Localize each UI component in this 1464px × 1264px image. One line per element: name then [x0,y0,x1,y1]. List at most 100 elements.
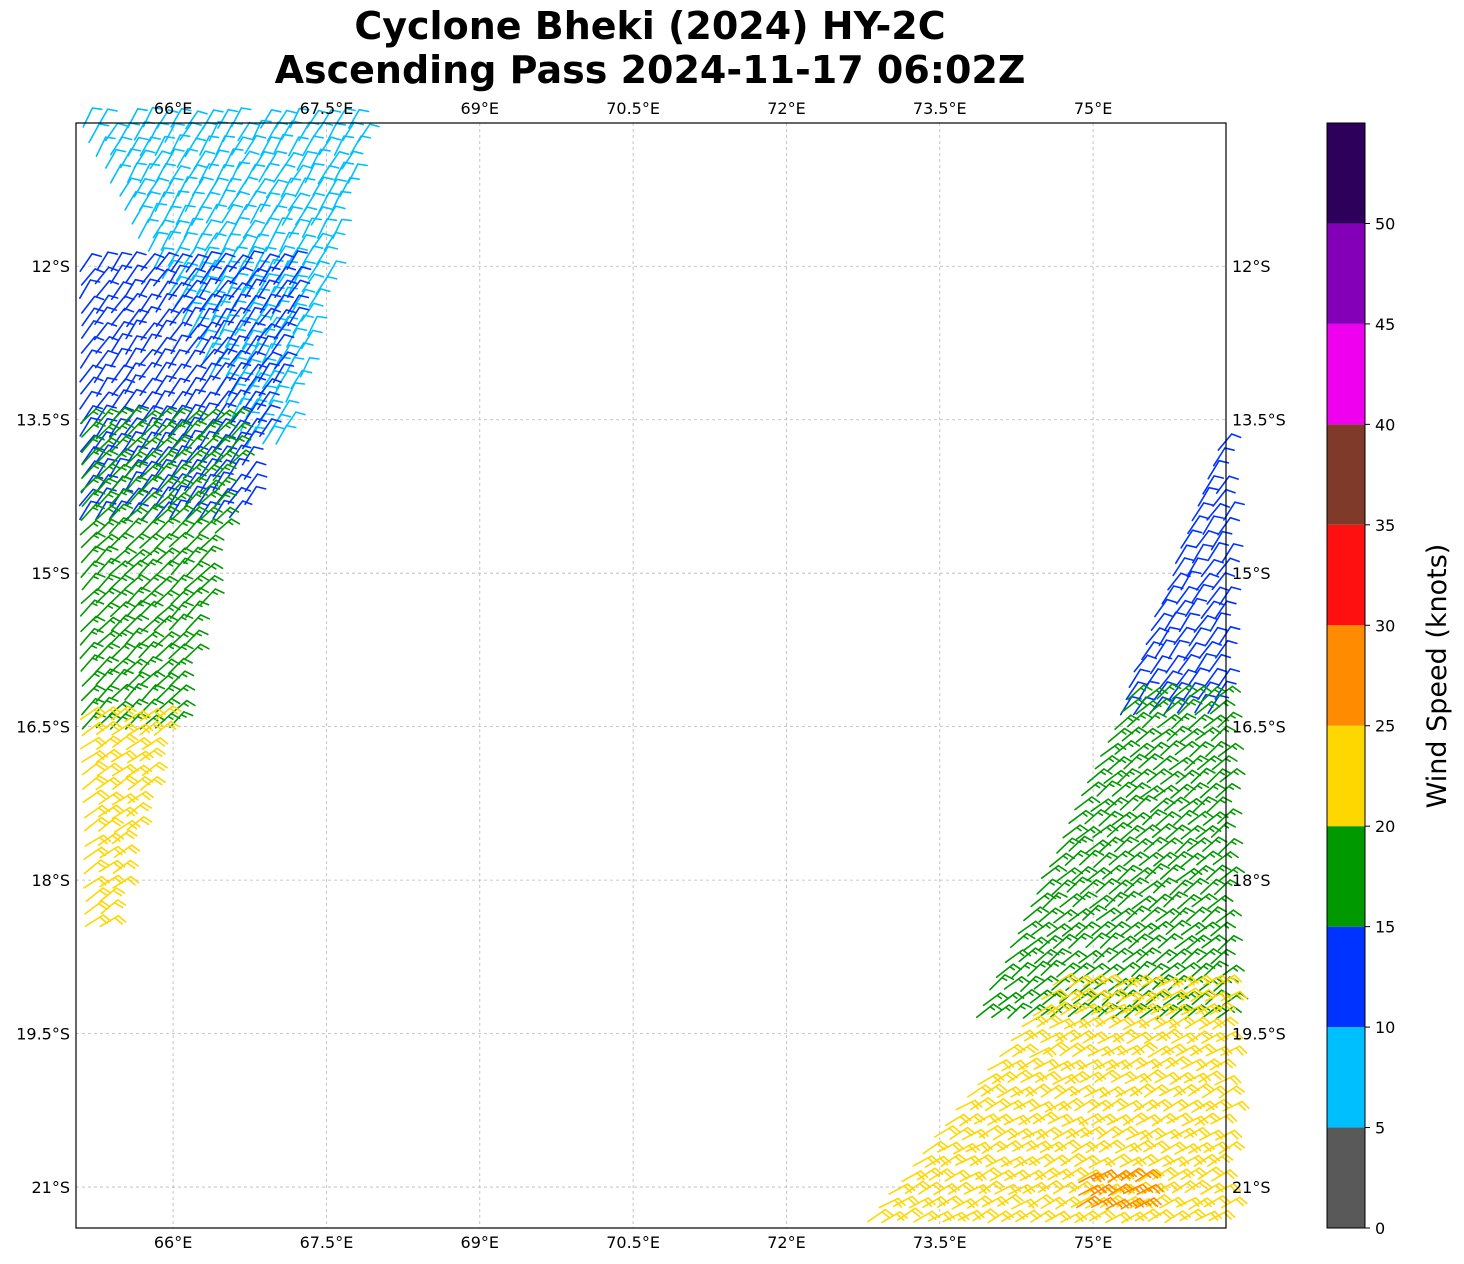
wind-barb [182,416,205,437]
wind-barb [1123,851,1150,867]
wind-barb [1195,921,1222,936]
wind-barb [243,390,266,410]
wind-barb [272,273,295,293]
wind-barb [154,431,176,452]
wind-barb [184,191,205,212]
wind-barb [79,706,107,721]
wind-barb [126,671,152,688]
wind-barb [310,148,331,169]
wind-barb [167,246,190,266]
wind-barb [1216,557,1240,576]
wind-barb [976,1003,1002,1019]
wind-barb [124,406,149,424]
wind-barb [1018,1057,1045,1071]
wind-barb [95,490,121,508]
wind-barb [1125,782,1152,798]
wind-barb [185,253,209,273]
colorbar-tick-label: 5 [1375,1119,1385,1138]
wind-barb [169,670,195,687]
wind-barb [96,251,119,271]
wind-barb [168,448,194,466]
wind-barb [1122,1183,1150,1195]
wind-barb [357,123,380,143]
wind-barb [1154,1071,1182,1084]
wind-barb [1087,768,1113,784]
wind-barb [1219,768,1246,783]
wind-barb [1092,1059,1120,1071]
wind-barb [1129,1083,1157,1097]
wind-barb [1198,1070,1225,1083]
wind-barb [108,560,135,576]
wind-barb [1080,1126,1108,1139]
wind-barb [124,347,146,368]
wind-barb [1207,542,1230,562]
wind-barb [1186,1030,1214,1044]
wind-barb [96,720,123,736]
wind-barb [1218,626,1241,646]
wind-barb [1220,990,1248,1002]
wind-barb [1068,908,1095,923]
wind-barb [147,231,169,252]
wind-barb [139,533,165,549]
wind-barb [80,408,106,425]
lon-tick-label-bottom: 66°E [154,1233,192,1252]
wind-barb [96,748,123,763]
wind-barb [1218,1085,1245,1099]
wind-barb [139,136,162,157]
wind-barb [1062,824,1089,839]
wind-barb [79,641,104,660]
wind-barb [1171,684,1198,700]
wind-barb [149,150,173,170]
wind-barb [93,363,116,384]
wind-barb [1042,891,1068,909]
wind-barb [108,629,134,646]
wind-barb [138,589,164,606]
wind-barb [1060,1152,1087,1167]
wind-barb [1146,768,1173,784]
wind-barb [228,500,253,519]
wind-barb [123,293,148,312]
wind-barb [169,711,194,729]
wind-barb [140,573,166,591]
wind-barb [1046,948,1072,965]
wind-barb [1194,700,1221,716]
wind-barb [84,834,112,847]
wind-barb [1175,586,1199,605]
wind-barb [244,485,267,506]
wind-barb [183,403,206,424]
wind-barb [95,417,118,438]
wind-barb [1214,1183,1242,1194]
wind-barb [349,135,372,155]
wind-barb [1078,1172,1106,1184]
wind-barb [183,217,204,239]
wind-barb [981,1196,1009,1208]
wind-barb [125,264,148,284]
wind-barb [248,372,271,391]
wind-barb [1183,1126,1211,1139]
wind-barb [1021,1015,1049,1028]
wind-barb [183,419,208,438]
wind-barb [312,176,334,196]
wind-barb [317,164,340,185]
wind-barb [1138,753,1164,769]
wind-barb [83,859,110,875]
lon-tick-label-top: 66°E [154,99,192,118]
wind-barb [318,136,342,156]
wind-barb [184,388,206,409]
wind-barb [79,500,101,521]
wind-barb [182,409,209,426]
wind-barb [110,136,133,156]
wind-barb [138,278,161,298]
wind-barb [1046,923,1073,937]
wind-barb [1133,654,1158,673]
wind-barb [1150,612,1175,631]
wind-barb [139,293,162,313]
wind-barb [212,435,238,453]
wind-barb [1163,891,1189,908]
wind-barb [268,384,290,405]
colorbar-label: Wind Speed (knots) [1422,544,1453,809]
wind-barb [260,136,282,157]
wind-barb [1017,920,1045,935]
wind-barb [110,307,135,326]
wind-barb [1201,686,1227,703]
